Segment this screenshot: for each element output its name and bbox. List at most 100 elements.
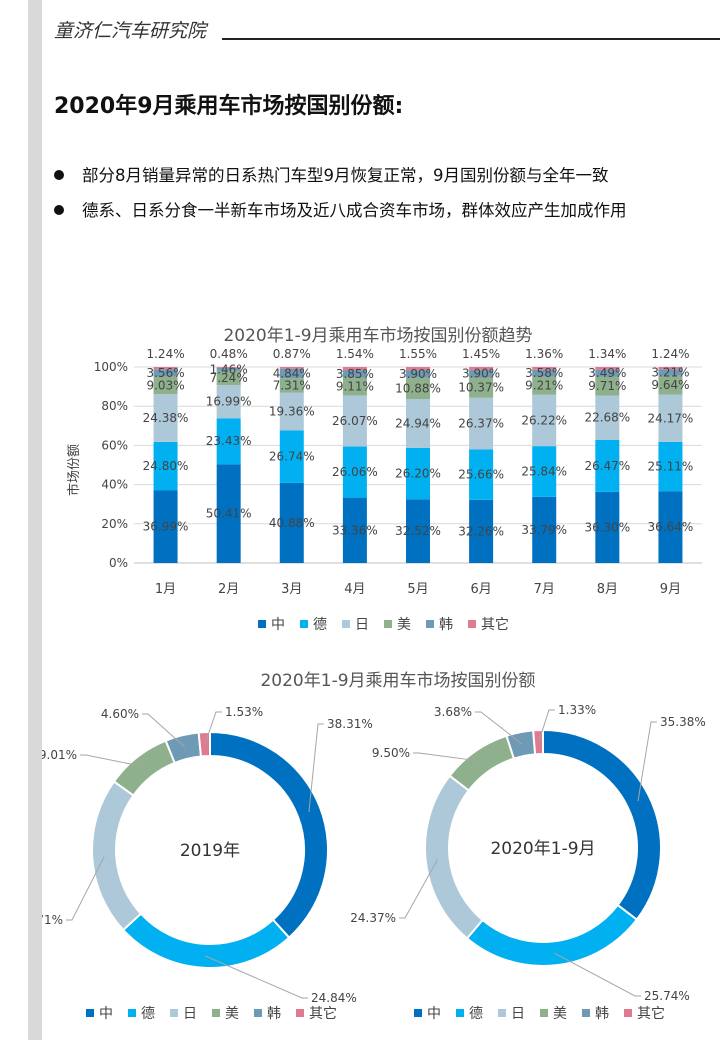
bar-data-label: 40.88% bbox=[269, 516, 315, 530]
leader-line bbox=[80, 754, 145, 768]
leader-line bbox=[554, 952, 641, 997]
bar-data-label: 26.74% bbox=[269, 450, 315, 464]
bar-data-label: 9.71% bbox=[588, 379, 626, 393]
bar-data-label: 1.54% bbox=[336, 347, 374, 361]
donut-data-label: 1.33% bbox=[558, 703, 596, 717]
y-tick-label: 60% bbox=[101, 438, 128, 452]
bar-segment bbox=[153, 490, 178, 563]
y-tick-label: 20% bbox=[101, 517, 128, 531]
bullet-text: 德系、日系分食一半新车市场及近八成合资车市场，群体效应产生加成作用 bbox=[82, 201, 627, 220]
legend-label: 德 bbox=[313, 617, 327, 633]
bar-chart-ylabel: 市场份额 bbox=[66, 444, 82, 496]
bar-segment bbox=[469, 366, 494, 370]
bar-data-label: 3.90% bbox=[399, 367, 437, 381]
page-title: 2020年9月乘用车市场按国别份额: bbox=[54, 94, 404, 119]
bar-data-label: 1.24% bbox=[651, 347, 689, 361]
bar-segment bbox=[342, 497, 367, 563]
bar-segment bbox=[279, 368, 304, 379]
bar-segment bbox=[595, 395, 620, 440]
x-tick-label: 3月 bbox=[281, 582, 302, 597]
bar-data-label: 9.64% bbox=[651, 378, 689, 392]
x-tick-label: 2月 bbox=[218, 582, 239, 597]
bar-segment bbox=[532, 496, 557, 563]
bar-segment bbox=[658, 369, 683, 376]
x-tick-label: 4月 bbox=[344, 582, 365, 597]
legend-swatch bbox=[296, 1009, 304, 1017]
bar-segment bbox=[532, 376, 557, 395]
donut-data-label: 38.31% bbox=[327, 717, 373, 731]
bar-data-label: 9.11% bbox=[336, 380, 374, 394]
donut-slice bbox=[448, 734, 516, 792]
legend-label: 其它 bbox=[637, 1005, 665, 1022]
bar-segment bbox=[469, 377, 494, 398]
bar-segment bbox=[658, 366, 683, 370]
legend-swatch bbox=[498, 1009, 506, 1017]
bar-segment bbox=[153, 441, 178, 491]
bar-data-label: 33.79% bbox=[521, 523, 567, 537]
bar-data-label: 24.17% bbox=[648, 411, 694, 425]
donut-data-label: 1.53% bbox=[225, 705, 263, 719]
leader-line bbox=[399, 859, 439, 919]
y-tick-label: 40% bbox=[101, 478, 128, 492]
bar-data-label: 4.84% bbox=[273, 366, 311, 380]
donut-data-label: 4.60% bbox=[101, 707, 139, 721]
bar-segment bbox=[216, 370, 241, 385]
bar-data-label: 36.30% bbox=[584, 520, 630, 534]
x-tick-label: 9月 bbox=[660, 582, 681, 597]
legend-swatch bbox=[540, 1009, 548, 1017]
bar-segment bbox=[532, 369, 557, 377]
donut-data-label: 24.37% bbox=[350, 911, 396, 925]
donut-slice bbox=[465, 903, 639, 967]
leader-line bbox=[204, 711, 222, 745]
bar-segment bbox=[658, 441, 683, 492]
legend-label: 日 bbox=[355, 617, 369, 633]
bar-data-label: 23.43% bbox=[206, 434, 252, 448]
legend-label: 美 bbox=[553, 1006, 567, 1022]
bar-data-label: 9.03% bbox=[146, 378, 184, 392]
bar-data-label: 26.20% bbox=[395, 467, 441, 481]
bar-segment bbox=[279, 392, 304, 431]
bullet-item: 部分8月销量异常的日系热门车型9月恢复正常，9月国别份额与全年一致 bbox=[54, 162, 609, 186]
x-tick-label: 8月 bbox=[597, 582, 618, 597]
bar-data-label: 19.36% bbox=[269, 404, 315, 418]
bar-segment bbox=[153, 376, 178, 395]
bar-segment bbox=[216, 384, 241, 419]
bar-segment bbox=[216, 464, 241, 563]
legend-swatch bbox=[426, 620, 434, 628]
legend-swatch bbox=[414, 1009, 422, 1017]
stacked-bar-chart: 2020年1-9月乘用车市场按国别份额趋势 市场份额 0% 20% 40% 60% 80… bbox=[66, 326, 702, 633]
bar-segment bbox=[279, 378, 304, 393]
bar-segment bbox=[595, 491, 620, 563]
bar-segment bbox=[406, 499, 430, 563]
legend-label: 其它 bbox=[309, 1005, 337, 1022]
donut-slice bbox=[542, 728, 662, 922]
legend-label: 美 bbox=[397, 617, 411, 633]
donut-data-label: 25.74% bbox=[644, 989, 690, 1003]
bar-data-label: 9.21% bbox=[525, 379, 563, 393]
bar-data-label: 1.24% bbox=[146, 347, 184, 361]
bar-segment bbox=[406, 370, 430, 378]
bar-data-label: 3.49% bbox=[588, 366, 626, 380]
page-left-bar bbox=[28, 0, 42, 1040]
institute-header: 童济仁汽车研究院 bbox=[54, 20, 207, 42]
bar-segment bbox=[595, 376, 620, 396]
bar-segment bbox=[532, 367, 557, 370]
bar-segment bbox=[153, 367, 178, 370]
legend-swatch bbox=[212, 1009, 220, 1017]
bar-segment bbox=[216, 366, 241, 368]
bar-data-label: 26.06% bbox=[332, 465, 378, 479]
legend-swatch bbox=[254, 1009, 262, 1017]
bullet-dot-icon bbox=[54, 169, 64, 180]
bar-data-label: 1.46% bbox=[210, 362, 248, 376]
donut-data-label: 9.01% bbox=[42, 748, 77, 762]
bar-data-label: 7.31% bbox=[273, 378, 311, 392]
bar-data-label: 7.24% bbox=[210, 371, 248, 385]
bullet-item: 德系、日系分食一半新车市场及近八成合资车市场，群体效应产生加成作用 bbox=[54, 197, 627, 221]
bar-data-label: 25.11% bbox=[648, 460, 694, 474]
bar-data-label: 32.52% bbox=[395, 524, 441, 538]
y-tick-label: 100% bbox=[94, 360, 128, 374]
leader-line bbox=[142, 713, 186, 748]
bar-segment bbox=[342, 367, 367, 371]
leader-line bbox=[308, 723, 324, 812]
legend-swatch bbox=[582, 1009, 590, 1017]
